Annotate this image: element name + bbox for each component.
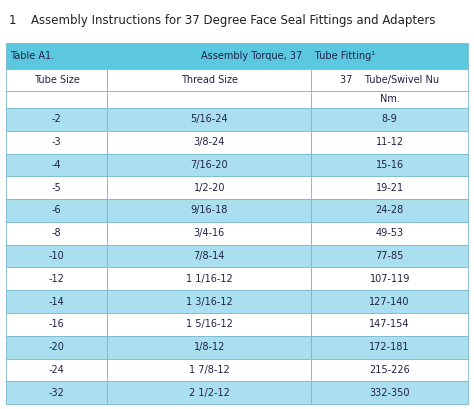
Text: 1 7/8-12: 1 7/8-12 (189, 365, 229, 375)
Text: -6: -6 (52, 205, 62, 216)
Text: -4: -4 (52, 160, 62, 170)
Text: 215-226: 215-226 (369, 365, 410, 375)
Text: -8: -8 (52, 228, 62, 238)
Text: 332-350: 332-350 (369, 388, 410, 398)
Text: 107-119: 107-119 (369, 274, 410, 284)
Text: 9/16-18: 9/16-18 (191, 205, 228, 216)
Text: 147-154: 147-154 (369, 319, 410, 329)
Text: -10: -10 (49, 251, 64, 261)
Text: 1: 1 (9, 14, 16, 27)
Text: 1/8-12: 1/8-12 (193, 342, 225, 352)
Text: -20: -20 (49, 342, 64, 352)
Text: 15-16: 15-16 (375, 160, 404, 170)
Text: Table A1.: Table A1. (10, 51, 54, 61)
Text: -14: -14 (49, 297, 64, 307)
Text: 24-28: 24-28 (375, 205, 404, 216)
Text: -24: -24 (49, 365, 64, 375)
Text: 172-181: 172-181 (369, 342, 410, 352)
Text: 3/4-16: 3/4-16 (193, 228, 225, 238)
Text: 37    Tube/Swivel Nu: 37 Tube/Swivel Nu (340, 75, 439, 85)
Text: 1 1/16-12: 1 1/16-12 (186, 274, 233, 284)
Text: -16: -16 (49, 319, 64, 329)
Text: Tube Size: Tube Size (34, 75, 80, 85)
Text: Thread Size: Thread Size (181, 75, 238, 85)
Text: 1 5/16-12: 1 5/16-12 (186, 319, 233, 329)
Text: 2 1/2-12: 2 1/2-12 (189, 388, 230, 398)
Text: -5: -5 (52, 183, 62, 193)
Text: -3: -3 (52, 137, 62, 147)
Text: 1 3/16-12: 1 3/16-12 (186, 297, 233, 307)
Text: -2: -2 (52, 115, 62, 124)
Text: -12: -12 (49, 274, 64, 284)
Text: 8-9: 8-9 (382, 115, 398, 124)
Text: 3/8-24: 3/8-24 (193, 137, 225, 147)
Text: -32: -32 (49, 388, 64, 398)
Text: 5/16-24: 5/16-24 (191, 115, 228, 124)
Text: 1/2-20: 1/2-20 (193, 183, 225, 193)
Text: Nm.: Nm. (380, 94, 400, 104)
Text: 127-140: 127-140 (369, 297, 410, 307)
Text: 7/8-14: 7/8-14 (193, 251, 225, 261)
Text: 77-85: 77-85 (375, 251, 404, 261)
Text: 49-53: 49-53 (375, 228, 404, 238)
Text: Assembly Instructions for 37 Degree Face Seal Fittings and Adapters: Assembly Instructions for 37 Degree Face… (31, 14, 435, 27)
Text: 11-12: 11-12 (375, 137, 404, 147)
Text: 19-21: 19-21 (375, 183, 404, 193)
Text: Assembly Torque, 37    Tube Fitting¹: Assembly Torque, 37 Tube Fitting¹ (201, 51, 375, 61)
Text: 7/16-20: 7/16-20 (191, 160, 228, 170)
